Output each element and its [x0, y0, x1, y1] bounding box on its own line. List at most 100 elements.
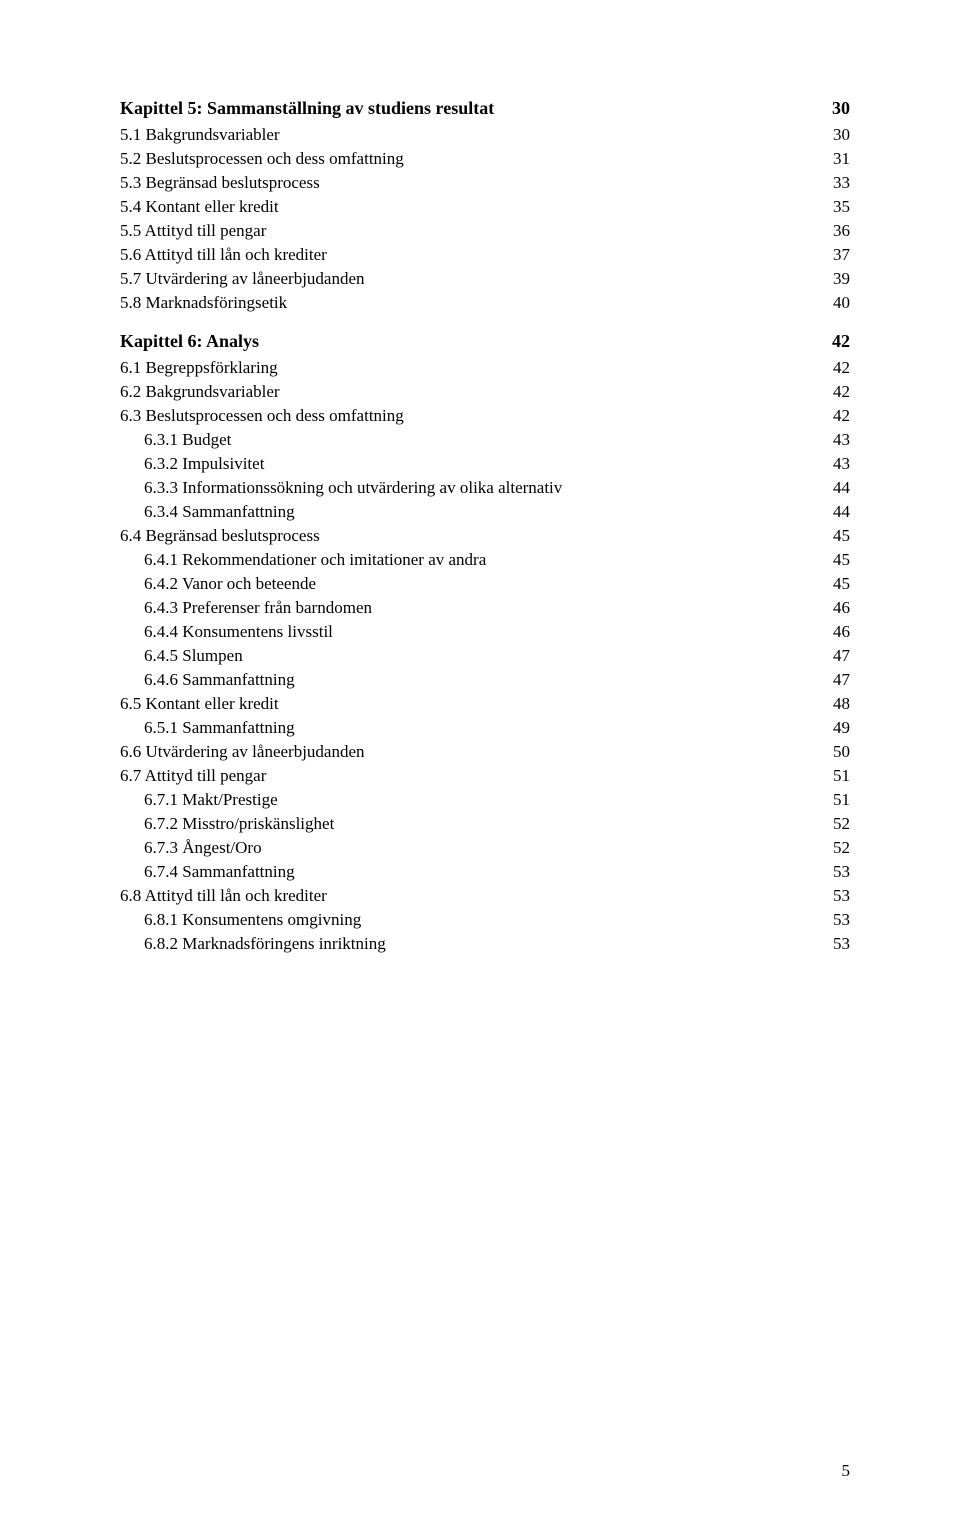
toc-entry: 5.8 Marknadsföringsetik 40 — [120, 293, 850, 313]
toc-entry: 6.7.2 Misstro/priskänslighet 52 — [120, 814, 850, 834]
toc-entry-label: 6.4.3 Preferenser från barndomen — [144, 598, 372, 618]
toc-entry-label: 6.6 Utvärdering av låneerbjudanden — [120, 742, 365, 762]
toc-entry: 5.6 Attityd till lån och krediter 37 — [120, 245, 850, 265]
toc-entry-page: 51 — [833, 790, 850, 810]
toc-entry: 6.4.6 Sammanfattning 47 — [120, 670, 850, 690]
toc-entry-label: 5.3 Begränsad beslutsprocess — [120, 173, 320, 193]
toc-entry-page: 43 — [833, 454, 850, 474]
toc-entry-page: 35 — [833, 197, 850, 217]
toc-entry-page: 50 — [833, 742, 850, 762]
toc-entry-label: 6.4 Begränsad beslutsprocess — [120, 526, 320, 546]
toc-entry-label: 6.4.1 Rekommendationer och imitationer a… — [144, 550, 486, 570]
toc-entry: 5.3 Begränsad beslutsprocess 33 — [120, 173, 850, 193]
toc-entry: 6.4 Begränsad beslutsprocess 45 — [120, 526, 850, 546]
toc-entry-label: 6.8.2 Marknadsföringens inriktning — [144, 934, 386, 954]
toc-entry-label: 6.7.4 Sammanfattning — [144, 862, 295, 882]
toc-entry-label: 6.2 Bakgrundsvariabler — [120, 382, 280, 402]
toc-entry-page: 45 — [833, 574, 850, 594]
toc-entry: 5.2 Beslutsprocessen och dess omfattning… — [120, 149, 850, 169]
toc-entry: 5.1 Bakgrundsvariabler 30 — [120, 125, 850, 145]
toc-entry-label: 6.3 Beslutsprocessen och dess omfattning — [120, 406, 404, 426]
toc-entry-label: 6.5.1 Sammanfattning — [144, 718, 295, 738]
toc-entry-page: 51 — [833, 766, 850, 786]
toc-entry: 6.3.4 Sammanfattning 44 — [120, 502, 850, 522]
toc-entry: 6.3.3 Informationssökning och utvärderin… — [120, 478, 850, 498]
toc-entry-label: 5.6 Attityd till lån och krediter — [120, 245, 327, 265]
toc-entry: 6.3.2 Impulsivitet 43 — [120, 454, 850, 474]
toc-entry: 6.1 Begreppsförklaring 42 — [120, 358, 850, 378]
toc-entry-page: 48 — [833, 694, 850, 714]
toc-entry-page: 46 — [833, 598, 850, 618]
toc-entry: 6.4.5 Slumpen 47 — [120, 646, 850, 666]
toc-entry: 6.8 Attityd till lån och krediter 53 — [120, 886, 850, 906]
toc-entry-page: 53 — [833, 886, 850, 906]
toc-entry-label: 6.4.5 Slumpen — [144, 646, 243, 666]
table-of-contents: Kapittel 5: Sammanställning av studiens … — [120, 98, 850, 954]
toc-entry-page: 53 — [833, 862, 850, 882]
toc-entry-page: 46 — [833, 622, 850, 642]
toc-entry-label: 6.3.1 Budget — [144, 430, 231, 450]
toc-entry-label: 6.4.6 Sammanfattning — [144, 670, 295, 690]
toc-entry-page: 36 — [833, 221, 850, 241]
page-number: 5 — [842, 1461, 851, 1481]
toc-entry: 6.5 Kontant eller kredit 48 — [120, 694, 850, 714]
toc-entry: 5.5 Attityd till pengar 36 — [120, 221, 850, 241]
toc-entry-page: 37 — [833, 245, 850, 265]
page: Kapittel 5: Sammanställning av studiens … — [0, 0, 960, 1517]
toc-entry-page: 30 — [832, 98, 850, 119]
toc-entry-page: 47 — [833, 646, 850, 666]
toc-entry-page: 43 — [833, 430, 850, 450]
toc-entry: 5.4 Kontant eller kredit 35 — [120, 197, 850, 217]
toc-entry: 6.7.4 Sammanfattning 53 — [120, 862, 850, 882]
toc-entry-page: 42 — [833, 406, 850, 426]
toc-entry-label: Kapittel 5: Sammanställning av studiens … — [120, 98, 494, 119]
toc-entry: 6.7.1 Makt/Prestige 51 — [120, 790, 850, 810]
toc-entry: 6.2 Bakgrundsvariabler 42 — [120, 382, 850, 402]
toc-entry-page: 44 — [833, 478, 850, 498]
toc-entry-page: 53 — [833, 934, 850, 954]
toc-entry: 6.4.1 Rekommendationer och imitationer a… — [120, 550, 850, 570]
toc-entry-page: 39 — [833, 269, 850, 289]
toc-entry: 6.6 Utvärdering av låneerbjudanden 50 — [120, 742, 850, 762]
toc-entry-label: 6.7.3 Ångest/Oro — [144, 838, 262, 858]
toc-entry-label: 6.3.2 Impulsivitet — [144, 454, 264, 474]
toc-entry-label: 5.5 Attityd till pengar — [120, 221, 266, 241]
toc-entry: Kapittel 6: Analys 42 — [120, 331, 850, 352]
toc-entry: 6.4.3 Preferenser från barndomen 46 — [120, 598, 850, 618]
toc-entry-label: 6.7 Attityd till pengar — [120, 766, 266, 786]
toc-entry-page: 52 — [833, 814, 850, 834]
toc-entry: 6.3 Beslutsprocessen och dess omfattning… — [120, 406, 850, 426]
toc-entry: 6.4.4 Konsumentens livsstil 46 — [120, 622, 850, 642]
toc-entry: 6.7.3 Ångest/Oro 52 — [120, 838, 850, 858]
toc-entry-label: 6.7.2 Misstro/priskänslighet — [144, 814, 334, 834]
toc-entry-page: 31 — [833, 149, 850, 169]
toc-entry: 6.7 Attityd till pengar 51 — [120, 766, 850, 786]
toc-entry-page: 42 — [833, 382, 850, 402]
toc-entry-page: 42 — [833, 358, 850, 378]
toc-entry-label: Kapittel 6: Analys — [120, 331, 259, 352]
toc-entry-page: 33 — [833, 173, 850, 193]
toc-entry-label: 5.1 Bakgrundsvariabler — [120, 125, 280, 145]
toc-entry-label: 6.8.1 Konsumentens omgivning — [144, 910, 361, 930]
toc-entry-label: 6.4.2 Vanor och beteende — [144, 574, 316, 594]
toc-entry-page: 52 — [833, 838, 850, 858]
toc-entry-label: 6.8 Attityd till lån och krediter — [120, 886, 327, 906]
toc-entry: 6.4.2 Vanor och beteende 45 — [120, 574, 850, 594]
toc-entry-page: 45 — [833, 550, 850, 570]
toc-entry-page: 40 — [833, 293, 850, 313]
toc-entry-label: 6.5 Kontant eller kredit — [120, 694, 279, 714]
toc-entry-label: 5.2 Beslutsprocessen och dess omfattning — [120, 149, 404, 169]
toc-entry: 6.8.1 Konsumentens omgivning 53 — [120, 910, 850, 930]
toc-entry-label: 6.1 Begreppsförklaring — [120, 358, 278, 378]
toc-entry-label: 6.3.3 Informationssökning och utvärderin… — [144, 478, 562, 498]
toc-entry-page: 42 — [832, 331, 850, 352]
toc-entry-label: 6.4.4 Konsumentens livsstil — [144, 622, 333, 642]
toc-entry-label: 6.3.4 Sammanfattning — [144, 502, 295, 522]
toc-entry-page: 45 — [833, 526, 850, 546]
toc-entry: 5.7 Utvärdering av låneerbjudanden 39 — [120, 269, 850, 289]
toc-entry-page: 30 — [833, 125, 850, 145]
toc-entry: 6.5.1 Sammanfattning 49 — [120, 718, 850, 738]
toc-entry-label: 5.8 Marknadsföringsetik — [120, 293, 287, 313]
toc-entry-page: 44 — [833, 502, 850, 522]
toc-entry: 6.3.1 Budget 43 — [120, 430, 850, 450]
